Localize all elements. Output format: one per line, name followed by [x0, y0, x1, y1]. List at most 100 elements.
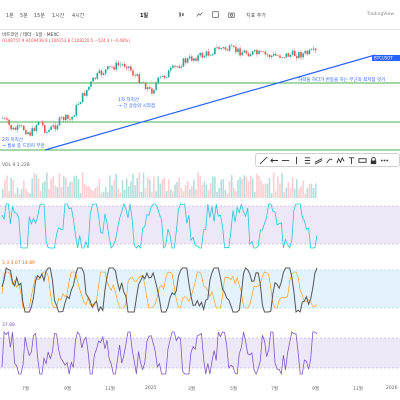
- candle: [83, 92, 86, 96]
- volume-bar: [224, 189, 227, 198]
- volume-bar: [289, 187, 292, 198]
- candle: [293, 50, 296, 57]
- timeframe-1h[interactable]: 1시간: [52, 13, 65, 19]
- osc3-line: [1, 330, 318, 376]
- volume-bar: [312, 187, 315, 198]
- pattern-tool-icon[interactable]: [336, 156, 345, 165]
- volume-bar: [249, 175, 252, 198]
- vertical-line-tool-icon[interactable]: [292, 156, 301, 165]
- camera-icon[interactable]: [228, 11, 235, 18]
- price-chart[interactable]: BTCUSDT: [0, 30, 400, 160]
- candle: [256, 50, 258, 55]
- volume-bar: [264, 183, 267, 198]
- measure-tool-icon[interactable]: [358, 156, 367, 165]
- text-tool-icon[interactable]: [347, 156, 356, 165]
- volume-bar: [205, 184, 208, 198]
- candle: [182, 58, 185, 67]
- x-tick: 9월: [64, 387, 72, 392]
- osc3-legend: 37.88: [2, 323, 15, 328]
- candle: [310, 49, 313, 51]
- time-axis[interactable]: 7월 9월 11월 2025 3월 5월 7월 9월 11월 2026: [0, 384, 400, 396]
- templates-icon[interactable]: [212, 11, 219, 18]
- annotation-top[interactable]: 하락을 하다가 반등을 하는 부근의 최저점 잇기: [298, 78, 386, 83]
- volume-bar: [128, 186, 130, 198]
- volume-bar: [245, 176, 248, 198]
- volume-bar: [296, 179, 298, 198]
- candle: [146, 87, 149, 90]
- symbol-legend: 비트코인 / 테더 · 1일 · MEXC: [2, 33, 60, 38]
- candle: [6, 118, 8, 120]
- volume-bar: [75, 175, 78, 198]
- candle: [109, 66, 111, 67]
- candle: [102, 73, 105, 75]
- volume-bar: [115, 173, 117, 198]
- more-icon[interactable]: [380, 156, 389, 165]
- fib-tool-icon[interactable]: [303, 156, 312, 165]
- candle: [56, 125, 59, 130]
- candle: [88, 86, 90, 90]
- volume-bar: [182, 191, 185, 198]
- lock-icon[interactable]: [369, 156, 378, 165]
- candle: [39, 121, 42, 123]
- price-tag-label: BTCUSDT: [374, 56, 393, 61]
- arrow-tool-icon[interactable]: [270, 156, 279, 165]
- volume-bar: [241, 178, 243, 198]
- oscillator-3-pane[interactable]: [0, 320, 400, 380]
- volume-bar: [298, 188, 300, 198]
- trendline-tool-icon[interactable]: [259, 156, 268, 165]
- timeframe-1d[interactable]: 1일: [140, 13, 149, 19]
- oscillator-1-pane[interactable]: [0, 198, 400, 254]
- candle: [291, 50, 294, 55]
- candle: [157, 77, 159, 84]
- timeframe-15m[interactable]: 15분: [34, 13, 45, 19]
- volume-bar: [123, 189, 126, 198]
- volume-bar: [125, 178, 128, 198]
- candle: [207, 51, 210, 56]
- volume-bar: [193, 179, 195, 198]
- timeframe-4h[interactable]: 4시간: [72, 13, 85, 19]
- candle: [14, 127, 17, 130]
- volume-bar: [199, 175, 201, 198]
- volume-bar: [16, 187, 19, 198]
- candle: [27, 132, 29, 135]
- candle: [104, 69, 107, 74]
- volume-bar: [197, 172, 199, 198]
- price-tag: [372, 55, 400, 61]
- channel-tool-icon[interactable]: [314, 156, 323, 165]
- volume-bar: [14, 193, 17, 198]
- annotation-first-support[interactable]: 1차 지지선 → 긴 상승의 시작점: [118, 98, 156, 109]
- horizontal-line-tool-icon[interactable]: [281, 156, 290, 165]
- volume-bar: [56, 187, 59, 198]
- volume-bar: [86, 185, 88, 198]
- indicators-icon[interactable]: [196, 11, 203, 18]
- timeframe-5m[interactable]: 5분: [20, 13, 28, 19]
- oscillator-2-pane[interactable]: [0, 258, 400, 320]
- volume-bar: [287, 182, 290, 198]
- candle: [216, 47, 218, 48]
- volume-bar: [6, 175, 8, 198]
- candle: [163, 75, 166, 78]
- volume-bar: [100, 192, 103, 198]
- volume-bar: [44, 181, 46, 198]
- volume-bar: [209, 182, 212, 198]
- candle: [92, 77, 94, 82]
- volume-bar: [247, 181, 250, 198]
- volume-bar: [58, 173, 61, 198]
- candle: [205, 51, 208, 56]
- volume-bar: [79, 193, 82, 198]
- annotation-second-support[interactable]: 2차 지지선 → 횡보 중 드리미 부분: [2, 138, 45, 149]
- add-indicator-button[interactable]: 지표 추가: [246, 13, 266, 19]
- trend-line[interactable]: [44, 54, 376, 151]
- candle: [117, 62, 120, 66]
- volume-pane[interactable]: [0, 168, 400, 198]
- candle-type-icon[interactable]: [178, 11, 185, 18]
- volume-bar: [132, 174, 134, 198]
- candle: [149, 87, 151, 89]
- volume-bar: [191, 186, 193, 198]
- volume-bar: [109, 175, 111, 198]
- candle: [176, 66, 178, 67]
- candle: [277, 55, 279, 57]
- volume-bar: [138, 172, 141, 198]
- brush-tool-icon[interactable]: [325, 156, 334, 165]
- timeframe-1m[interactable]: 1분: [6, 13, 14, 19]
